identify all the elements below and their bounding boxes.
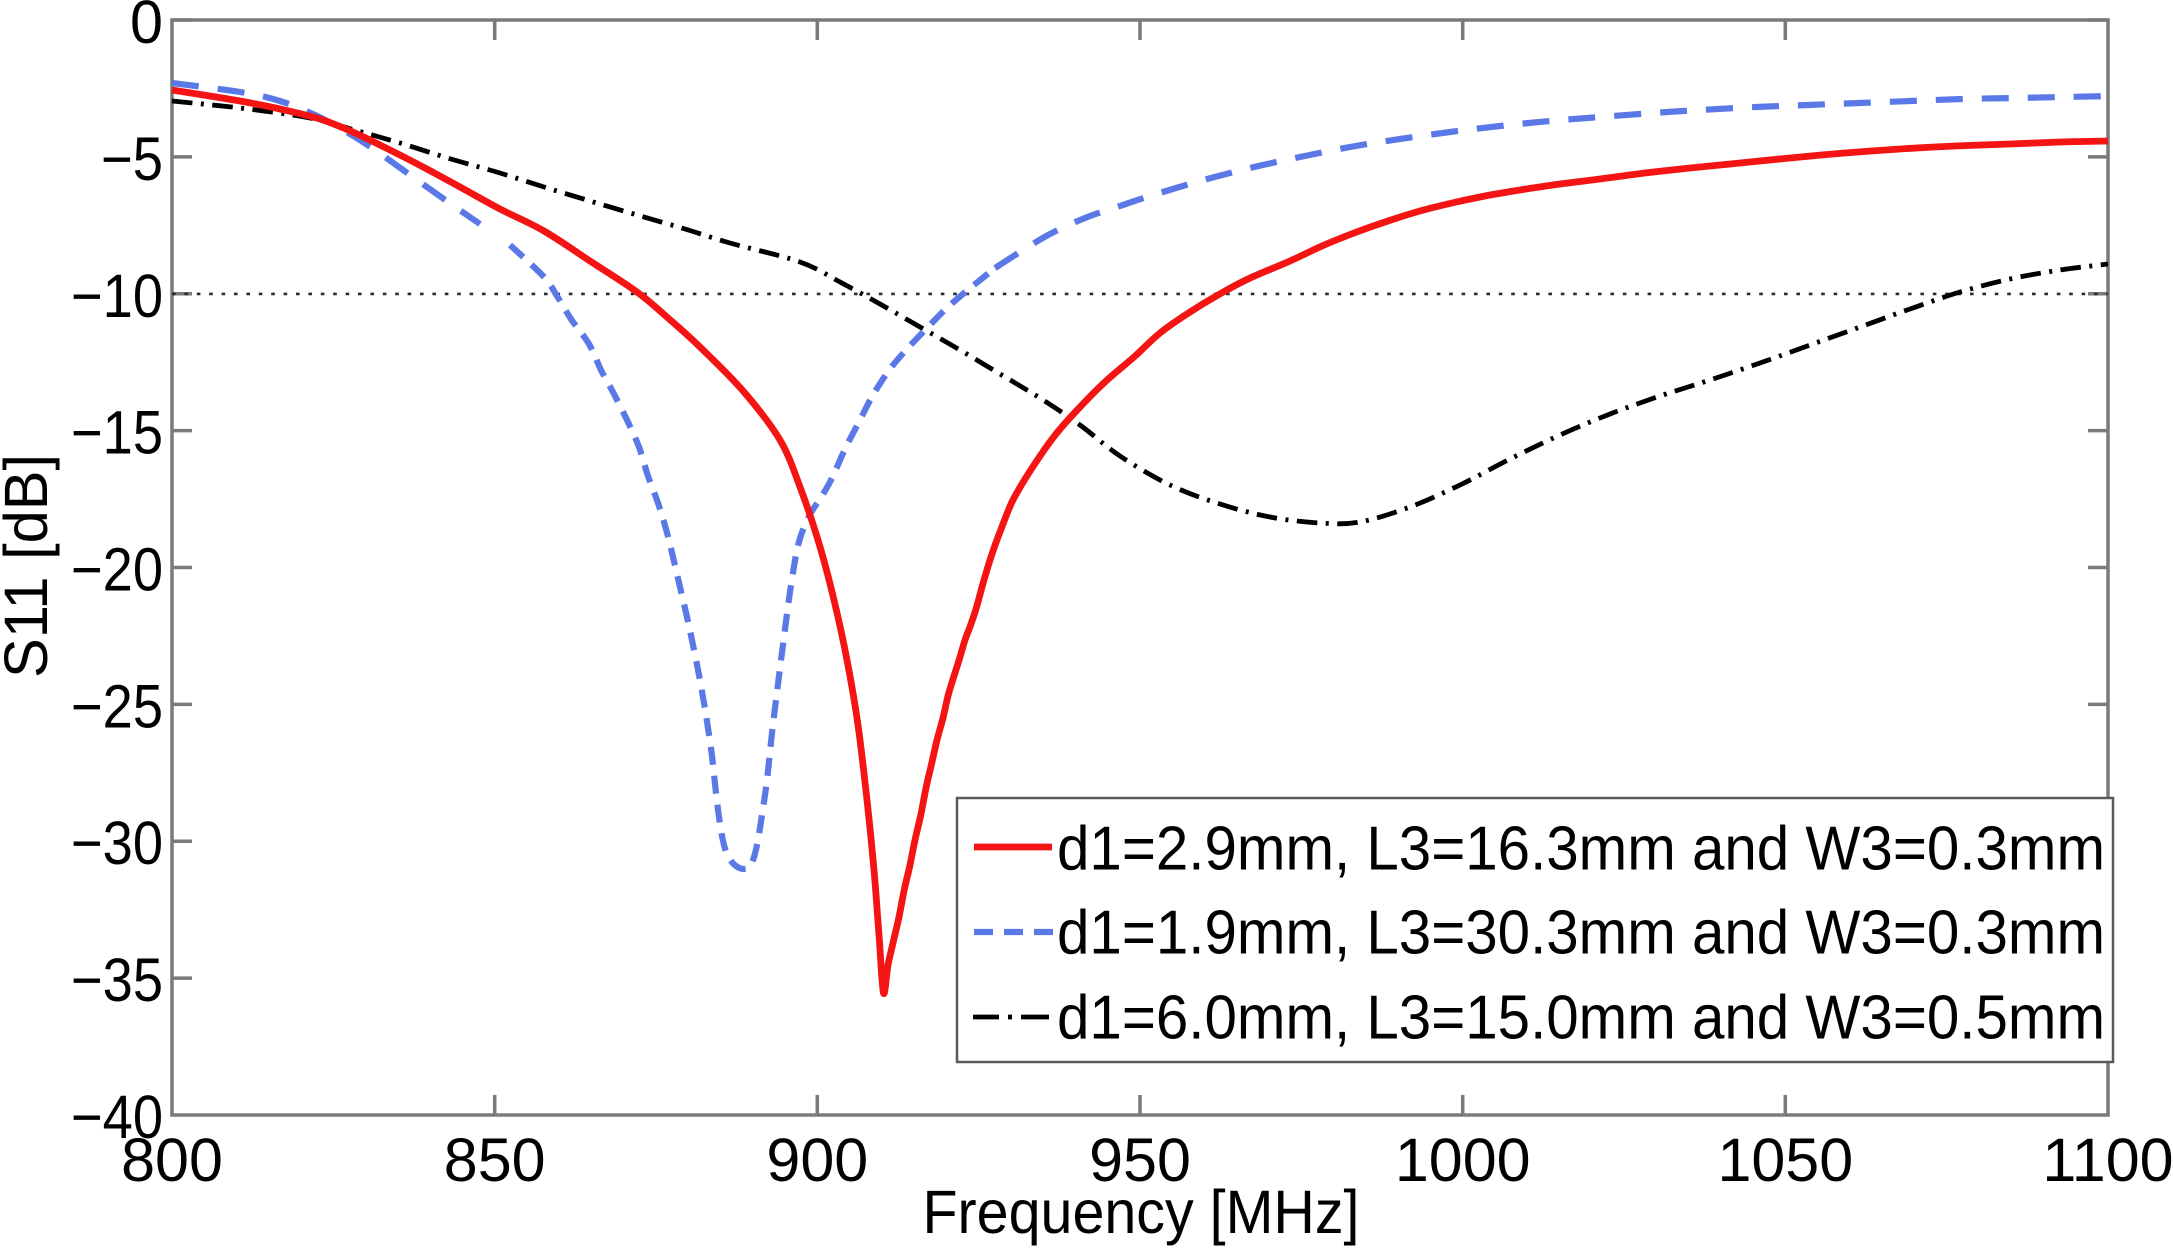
- svg-text:850: 850: [444, 1126, 546, 1194]
- svg-text:900: 900: [766, 1126, 868, 1194]
- svg-text:S11 [dB]: S11 [dB]: [0, 454, 60, 678]
- svg-text:−5: −5: [101, 125, 163, 193]
- svg-text:1100: 1100: [2042, 1126, 2173, 1194]
- svg-text:−25: −25: [71, 672, 163, 740]
- svg-text:d1=6.0mm, L3=15.0mm and W3=0.5: d1=6.0mm, L3=15.0mm and W3=0.5mm: [1057, 984, 2105, 1053]
- svg-text:800: 800: [121, 1126, 223, 1194]
- svg-text:−40: −40: [71, 1083, 163, 1151]
- svg-text:−10: −10: [71, 262, 163, 330]
- svg-text:−15: −15: [71, 399, 163, 467]
- svg-text:1050: 1050: [1717, 1126, 1853, 1194]
- svg-text:950: 950: [1089, 1126, 1191, 1194]
- svg-text:0: 0: [130, 0, 163, 56]
- svg-text:−30: −30: [71, 809, 163, 877]
- svg-text:1000: 1000: [1395, 1126, 1531, 1194]
- svg-text:d1=2.9mm, L3=16.3mm and W3=0.3: d1=2.9mm, L3=16.3mm and W3=0.3mm: [1057, 815, 2105, 884]
- svg-text:−20: −20: [71, 536, 163, 604]
- svg-text:d1=1.9mm, L3=30.3mm and W3=0.3: d1=1.9mm, L3=30.3mm and W3=0.3mm: [1057, 899, 2105, 968]
- svg-text:−35: −35: [71, 946, 163, 1014]
- svg-text:Frequency [MHz]: Frequency [MHz]: [923, 1178, 1360, 1246]
